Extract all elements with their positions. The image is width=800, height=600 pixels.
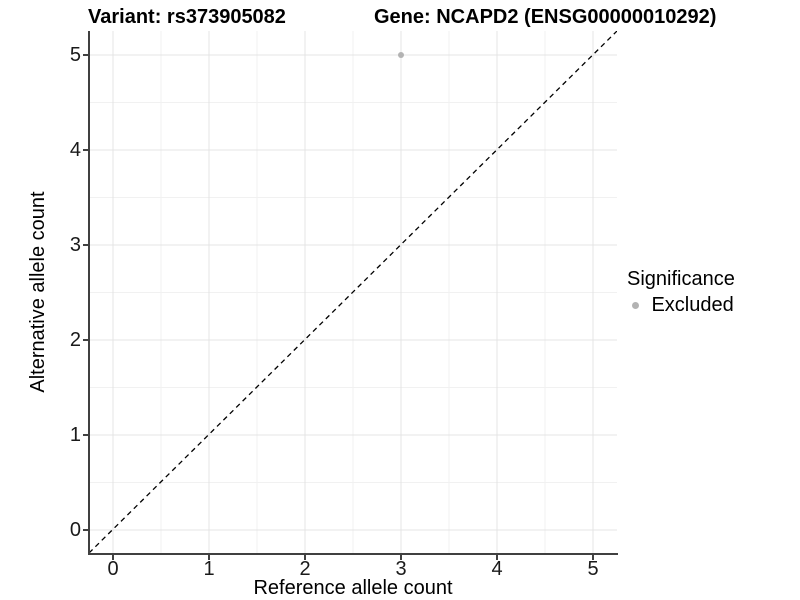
y-axis-line — [88, 31, 90, 555]
identity-reference-line — [89, 31, 617, 553]
legend-item-excluded: Excluded — [627, 292, 735, 318]
x-tick-mark — [496, 555, 498, 560]
x-tick-label: 5 — [587, 558, 599, 580]
y-tick-mark — [83, 149, 88, 151]
legend-title: Significance — [627, 268, 735, 290]
x-tick-mark — [112, 555, 114, 560]
y-tick-label: 0 — [69, 519, 81, 541]
x-tick-label: 4 — [491, 558, 503, 580]
y-tick-mark — [83, 529, 88, 531]
y-tick-mark — [83, 54, 88, 56]
excluded-point-icon — [632, 302, 639, 310]
x-tick-mark — [208, 555, 210, 560]
plot-canvas — [89, 31, 617, 553]
y-tick-label: 1 — [69, 424, 81, 446]
x-tick-label: 3 — [395, 558, 407, 580]
plot-title-gene: Gene: NCAPD2 (ENSG00000010292) — [374, 6, 717, 28]
x-axis-line — [88, 553, 618, 555]
y-tick-label: 2 — [69, 329, 81, 351]
x-tick-label: 1 — [203, 558, 215, 580]
y-tick-mark — [83, 244, 88, 246]
plot-title-variant: Variant: rs373905082 — [88, 6, 286, 28]
x-tick-label: 0 — [107, 558, 119, 580]
x-tick-mark — [304, 555, 306, 560]
y-tick-label: 4 — [69, 139, 81, 161]
x-tick-mark — [400, 555, 402, 560]
y-tick-label: 3 — [69, 234, 81, 256]
plot-panel — [89, 31, 617, 553]
y-tick-mark — [83, 339, 88, 341]
y-tick-label: 5 — [69, 44, 81, 66]
y-axis-title: Alternative allele count — [27, 191, 49, 393]
x-tick-mark — [592, 555, 594, 560]
y-tick-mark — [83, 434, 88, 436]
legend-item-label: Excluded — [651, 294, 734, 316]
data-point-excluded — [398, 52, 404, 58]
x-tick-label: 2 — [299, 558, 311, 580]
legend: Significance Excluded — [627, 266, 735, 318]
x-axis-title: Reference allele count — [253, 577, 453, 599]
